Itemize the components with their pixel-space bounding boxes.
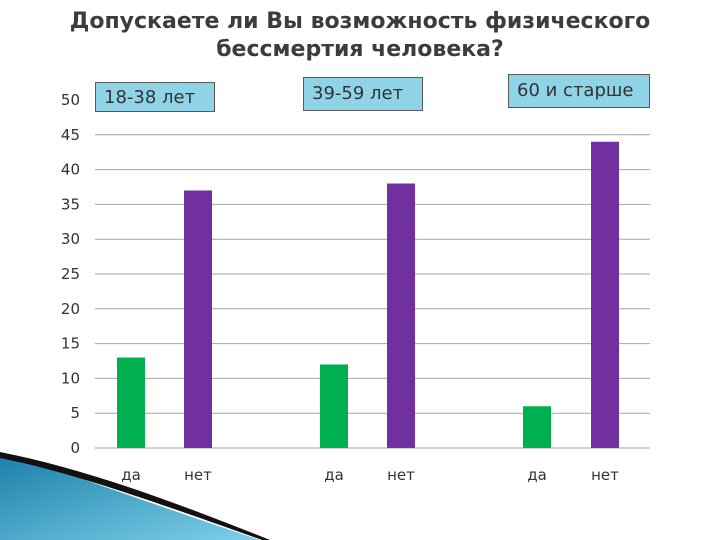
gridlines xyxy=(95,135,650,448)
y-tick-label-50: 50 xyxy=(61,91,80,109)
x-category-label-4: да xyxy=(527,466,547,484)
x-category-label-0: да xyxy=(121,466,141,484)
y-axis: 0 5 10 15 20 25 30 35 40 45 50 xyxy=(61,91,80,457)
y-tick-label-15: 15 xyxy=(61,335,80,353)
bar-no-group-0 xyxy=(184,190,212,448)
x-category-label-1: нет xyxy=(184,466,212,484)
bar-yes-group-0 xyxy=(117,358,145,448)
bar-no-group-2 xyxy=(591,142,619,448)
x-category-label-5: нет xyxy=(591,466,619,484)
y-tick-label-5: 5 xyxy=(70,404,80,422)
bars xyxy=(117,142,619,448)
y-tick-label-25: 25 xyxy=(61,265,80,283)
y-tick-label-20: 20 xyxy=(61,300,80,318)
y-tick-label-0: 0 xyxy=(70,439,80,457)
bar-yes-group-2 xyxy=(523,406,551,448)
x-category-label-3: нет xyxy=(387,466,415,484)
y-tick-label-40: 40 xyxy=(61,161,80,179)
y-tick-label-10: 10 xyxy=(61,369,80,387)
group-label-60-plus: 60 и старше xyxy=(508,74,650,108)
group-label-39-59: 39-59 лет xyxy=(303,77,423,111)
x-category-label-2: да xyxy=(324,466,344,484)
bar-no-group-1 xyxy=(387,184,415,448)
x-axis-labels: да нет да нет да нет xyxy=(121,466,619,484)
group-label-18-38: 18-38 лет xyxy=(95,82,215,112)
y-tick-label-45: 45 xyxy=(61,126,80,144)
y-tick-label-30: 30 xyxy=(61,230,80,248)
y-tick-label-35: 35 xyxy=(61,195,80,213)
bar-yes-group-1 xyxy=(320,364,348,448)
